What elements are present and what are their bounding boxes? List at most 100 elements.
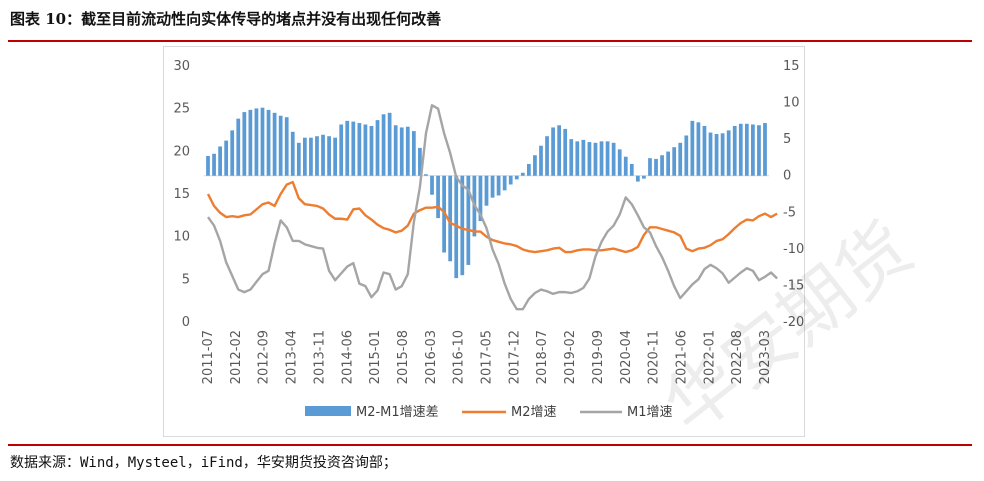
legend-swatch-bar	[305, 406, 351, 416]
bar-m2-m1-diff	[302, 137, 307, 176]
bar-m2-m1-diff	[738, 123, 743, 176]
bar-m2-m1-diff	[357, 123, 362, 176]
right-axis-tick-label: 0	[783, 169, 791, 184]
legend-label-m1: M1增速	[627, 405, 673, 420]
bar-m2-m1-diff	[617, 149, 622, 176]
bar-m2-m1-diff	[672, 147, 677, 176]
x-axis-tick-label: 2020-11	[647, 330, 662, 384]
bar-m2-m1-diff	[599, 141, 604, 176]
bar-m2-m1-diff	[569, 139, 574, 176]
bar-m2-m1-diff	[763, 123, 767, 176]
bar-m2-m1-diff	[309, 137, 313, 176]
bar-m2-m1-diff	[581, 139, 586, 176]
bar-m2-m1-diff	[551, 127, 555, 176]
left-axis-tick-label: 5	[182, 272, 190, 287]
bar-m2-m1-diff	[520, 172, 525, 176]
x-axis-tick-label: 2012-09	[257, 330, 272, 384]
right-axis-tick-label: -20	[783, 315, 804, 330]
bar-m2-m1-diff	[751, 124, 755, 176]
bar-m2-m1-diff	[296, 142, 301, 176]
bar-m2-m1-diff	[260, 107, 265, 176]
right-axis-tick-label: 5	[783, 132, 791, 147]
bar-m2-m1-diff	[593, 142, 598, 176]
bar-m2-m1-diff	[527, 164, 531, 176]
bar-m2-m1-diff	[387, 112, 392, 176]
bar-m2-m1-diff	[381, 114, 386, 176]
footer-rule	[8, 444, 972, 446]
x-axis-tick-label: 2016-03	[424, 330, 439, 384]
bar-m2-m1-diff	[605, 141, 610, 176]
chart-frame	[163, 46, 805, 437]
right-axis-tick-label: -15	[783, 278, 804, 293]
bar-m2-m1-diff	[611, 142, 616, 176]
bar-m2-m1-diff	[266, 109, 271, 176]
bar-m2-m1-diff	[430, 175, 434, 195]
left-axis-tick-label: 30	[173, 59, 190, 74]
bar-m2-m1-diff	[629, 164, 634, 176]
bar-m2-m1-diff	[732, 125, 737, 176]
title-rule	[8, 40, 972, 42]
bar-m2-m1-diff	[514, 175, 519, 180]
x-axis-tick-label: 2022-01	[702, 330, 717, 384]
right-axis-tick-label: 10	[783, 96, 800, 111]
right-axis-tick-label: -5	[783, 205, 796, 220]
x-axis-tick-label: 2013-04	[285, 330, 300, 384]
bar-m2-m1-diff	[563, 128, 568, 176]
bar-m2-m1-diff	[206, 155, 210, 176]
x-axis-tick-label: 2017-05	[480, 330, 495, 384]
bar-m2-m1-diff	[533, 155, 537, 176]
x-axis-tick-label: 2017-12	[507, 330, 522, 384]
bar-m2-m1-diff	[242, 112, 247, 176]
bar-m2-m1-diff	[654, 158, 658, 176]
x-axis-tick-label: 2015-01	[368, 330, 383, 384]
bar-m2-m1-diff	[460, 175, 465, 276]
bar-m2-m1-diff	[315, 136, 319, 176]
bar-m2-m1-diff	[254, 108, 259, 176]
bar-m2-m1-diff	[545, 136, 549, 176]
bar-m2-m1-diff	[399, 127, 404, 176]
bar-m2-m1-diff	[405, 126, 410, 176]
bar-m2-m1-diff	[411, 131, 416, 176]
bar-m2-m1-diff	[351, 121, 356, 176]
bar-m2-m1-diff	[757, 125, 761, 176]
bar-m2-m1-diff	[744, 123, 749, 176]
bar-m2-m1-diff	[224, 140, 229, 176]
x-axis-tick-label: 2013-11	[312, 330, 327, 384]
bar-m2-m1-diff	[478, 175, 483, 222]
bar-m2-m1-diff	[502, 175, 507, 191]
x-axis-tick-label: 2021-06	[675, 330, 690, 384]
bar-m2-m1-diff	[720, 133, 725, 176]
bar-m2-m1-diff	[539, 145, 543, 176]
bar-m2-m1-diff	[284, 117, 289, 176]
left-axis-tick-label: 0	[182, 315, 190, 330]
x-axis-tick-label: 2012-02	[229, 330, 244, 384]
left-axis-tick-label: 15	[173, 187, 190, 202]
bar-m2-m1-diff	[660, 155, 664, 176]
bar-m2-m1-diff	[587, 142, 592, 176]
bar-m2-m1-diff	[490, 175, 495, 198]
x-axis-tick-label: 2015-08	[396, 330, 411, 384]
source-note: 数据来源：Wind，Mysteel，iFind，华安期货投资咨询部；	[10, 455, 397, 471]
bar-m2-m1-diff	[684, 135, 689, 176]
x-axis-tick-label: 2016-10	[452, 330, 467, 384]
bar-m2-m1-diff	[466, 175, 471, 265]
bar-m2-m1-diff	[696, 122, 701, 176]
bar-m2-m1-diff	[448, 175, 453, 262]
bar-m2-m1-diff	[635, 175, 640, 182]
bar-m2-m1-diff	[272, 112, 277, 176]
bar-m2-m1-diff	[436, 175, 440, 219]
bar-m2-m1-diff	[424, 174, 428, 176]
bar-m2-m1-diff	[230, 130, 235, 176]
bar-m2-m1-diff	[666, 151, 670, 176]
x-axis-tick-label: 2023-03	[758, 330, 773, 384]
bar-m2-m1-diff	[321, 134, 325, 176]
x-axis-tick-label: 2020-04	[619, 330, 634, 384]
bar-m2-m1-diff	[690, 120, 695, 176]
x-axis-tick-label: 2011-07	[201, 330, 216, 384]
bar-m2-m1-diff	[623, 156, 628, 176]
bar-m2-m1-diff	[369, 125, 374, 176]
bar-m2-m1-diff	[236, 118, 241, 176]
left-axis-tick-label: 25	[173, 102, 190, 117]
bar-m2-m1-diff	[248, 109, 253, 176]
